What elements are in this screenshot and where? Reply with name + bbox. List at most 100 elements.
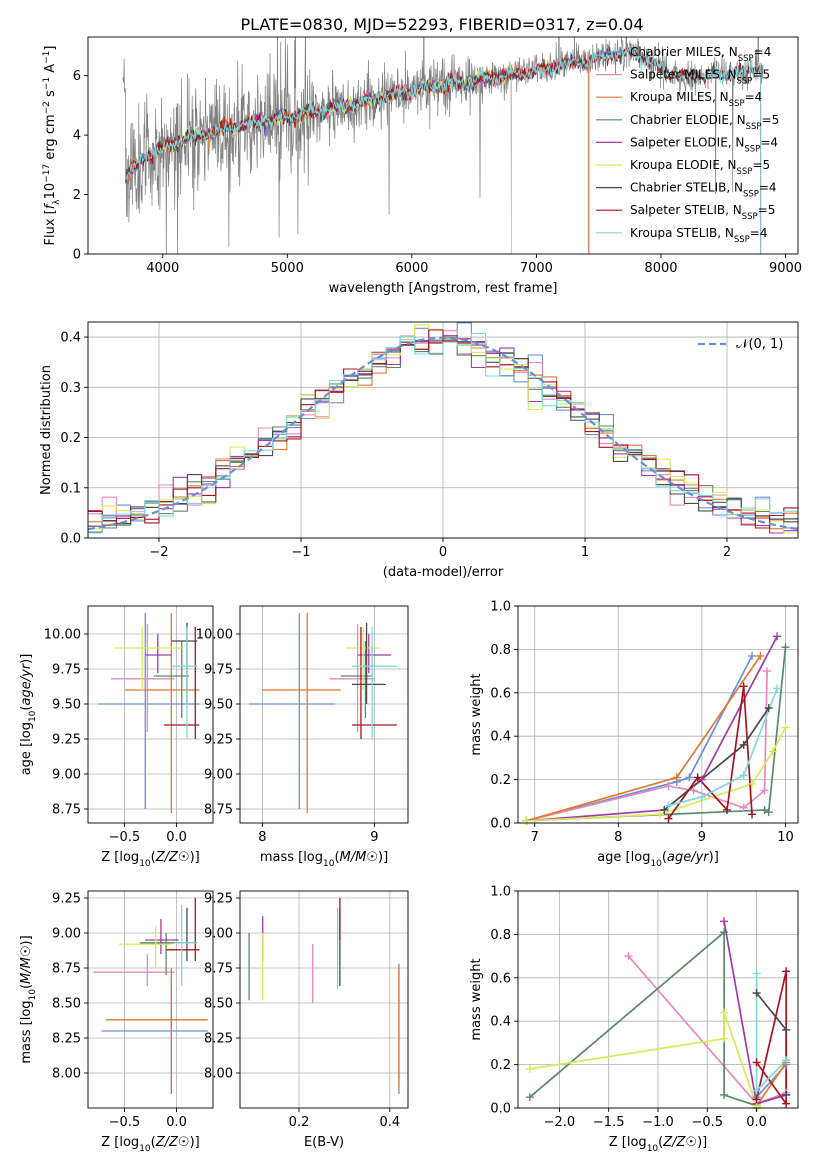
massweight_vs_z-ytick-label: 0.2: [490, 1058, 511, 1073]
massweight_vs_age-border: [517, 605, 799, 824]
age_vs_z-frame: −0.5 0.0 8.75 9.00 9.25 9.50 9.75 10.00: [44, 605, 214, 845]
age_vs_mass-plot-area: [240, 606, 408, 823]
mass_vs_z-ytick-label: 9.25: [52, 892, 81, 907]
massweight_vs_z-marker-salpeter_stelib: [782, 967, 791, 976]
age_vs_z-ytick-label: 9.00: [52, 768, 81, 783]
age_vs_z-axes: [88, 606, 213, 823]
massweight_vs_z-marker-kroupa_elodie: [720, 1034, 729, 1043]
age_vs_z-ytick-label: 9.50: [52, 698, 81, 713]
spectrum-legend: Chabrier MILES, NSSP=4 Salpeter MILES, NS…: [596, 45, 779, 245]
massweight_vs_z-ytick-label: 1.0: [490, 885, 511, 900]
massweight_vs_age-marker-chabrier_elodie: [760, 805, 769, 814]
massweight_vs_z-marker-chabrier_elodie: [720, 1090, 729, 1099]
mass_vs_z-marks: [93, 898, 208, 1094]
massweight_vs_z-ytick-label: 0.4: [490, 1015, 511, 1030]
residuals-marks: [88, 322, 798, 534]
massweight_vs_z-marker-salpeter_stelib: [752, 1095, 761, 1104]
massweight_vs_age-marker-salpeter_stelib: [739, 682, 748, 691]
massweight_vs_age-xtick-label: 8: [614, 830, 622, 845]
spectrum-legend-label-salpeter_elodie: Salpeter ELODIE, NSSP=4: [630, 135, 778, 154]
mass_vs_z-ylabel: mass [log10(M/M☉)]: [19, 935, 38, 1063]
residuals-hist-kroupa_stelib: [88, 332, 798, 534]
massweight_vs_z-xtick-label: −1.5: [593, 1115, 625, 1130]
age_vs_mass-point-salpeter_stelib: [352, 627, 397, 739]
massweight_vs_z-marker-salpeter_elodie: [720, 917, 729, 926]
residuals-ylabel: Normed distribution: [39, 365, 54, 495]
spectrum-xtick-label: 9000: [769, 261, 802, 276]
massweight_vs_age-ytick-label: 0.4: [490, 730, 511, 745]
age_vs_mass-frame: 8 9 8.75 9.00 9.25 9.50 9.75 10.00: [196, 605, 409, 845]
age_vs_mass-xlabel: mass [log10(M/M☉)]: [260, 850, 388, 869]
age_vs_mass-ytick-label: 9.75: [204, 663, 233, 678]
spectrum-legend-label-chabrier_elodie: Chabrier ELODIE, NSSP=5: [630, 113, 779, 132]
age_vs_z-point-kroupa_stelib: [171, 627, 198, 739]
mass_vs_ebv-xlabel: E(B-V): [304, 1135, 344, 1150]
age_vs_z-xtick-label: −0.5: [109, 830, 141, 845]
massweight_vs_age-marker-salpeter_elodie: [697, 775, 706, 784]
mass_vs_z-point-salpeter_stelib: [166, 898, 200, 961]
residuals-xtick-label: −2: [149, 545, 168, 560]
residuals-frame: −2 −1 0 1 2 0.0 0.1 0.2 0.3 0.4: [60, 321, 799, 560]
massweight_vs_age-marker-salpeter_stelib: [664, 814, 673, 823]
mass_vs_ebv-xtick-label: 0.2: [289, 1115, 310, 1130]
residuals-ytick-label: 0.0: [60, 532, 81, 547]
massweight_vs_age-ytick-label: 0.6: [490, 686, 511, 701]
spectrum-border: [87, 36, 799, 255]
massweight_vs_age-ylabel: mass weight: [469, 673, 484, 755]
age_vs_mass-point-chabrier_stelib: [352, 622, 386, 704]
mass_vs_ebv-border: [239, 890, 409, 1109]
massweight_vs_z-marker-salpeter_stelib: [782, 1099, 791, 1108]
spectrum-ylabel: Flux [fλ10−17 erg cm−2 s−1 A−1]: [42, 46, 62, 246]
panels: 4000 5000 6000 7000 8000 9000 0 2 4 6 wavelength […: [19, 36, 802, 1154]
massweight_vs_z-xtick-label: −1.0: [642, 1115, 674, 1130]
massweight_vs_z-marker-chabrier_stelib: [752, 988, 761, 997]
massweight_vs_z-marker-kroupa_stelib: [752, 969, 761, 978]
spectrum-marks: [122, 37, 764, 254]
figure-title: PLATE=0830, MJD=52293, FIBERID=0317, z=0…: [240, 15, 643, 34]
massweight_vs_age-ytick-label: 1.0: [490, 600, 511, 615]
spectrum-legend-label-salpeter_miles: Salpeter MILES, NSSP=5: [630, 68, 770, 87]
mass_vs_z-point-kroupa_stelib: [174, 905, 198, 987]
massweight_vs_age-marker-kroupa_elodie: [522, 816, 531, 825]
age_vs_z-ytick-label: 8.75: [52, 803, 81, 818]
age_vs_mass-xtick-label: 9: [370, 830, 378, 845]
massweight_vs_age-marker-salpeter_miles: [760, 786, 769, 795]
age_vs_mass-point-kroupa_elodie: [346, 627, 380, 690]
massweight_vs_age-xtick-label: 7: [531, 830, 539, 845]
mass_vs_ebv-ytick-label: 8.50: [204, 997, 233, 1012]
massweight_vs_age-marker-chabrier_stelib: [739, 740, 748, 749]
age_vs_mass-ytick-label: 9.25: [204, 733, 233, 748]
massweight_vs_z-xtick-label: −2.0: [544, 1115, 576, 1130]
massweight_vs_z-ylabel: mass weight: [469, 958, 484, 1040]
age_vs_z-ylabel: age [log10(age/yr)]: [19, 654, 38, 776]
mass_vs_z-xlabel: Z [log10(Z/Z☉)]: [101, 1135, 199, 1154]
residuals-hist-salpeter_stelib: [88, 329, 798, 529]
massweight_vs_age-marker-salpeter_miles: [689, 786, 698, 795]
spectrum-legend-label-kroupa_miles: Kroupa MILES, NSSP=4: [630, 90, 762, 109]
mass_vs_z-border: [87, 890, 214, 1109]
mass_vs_z-xtick-label: −0.5: [109, 1115, 141, 1130]
massweight_vs_age-marker-kroupa_stelib: [664, 801, 673, 810]
massweight_vs_age-marker-chabrier_elodie: [764, 808, 773, 817]
age_vs_z-point-chabrier_miles: [98, 613, 200, 809]
massweight_vs_age-xtick-label: 9: [698, 830, 706, 845]
massweight_vs_age-marker-salpeter_miles: [664, 782, 673, 791]
massweight_vs_z-ytick-label: 0.0: [490, 1102, 511, 1117]
massweight_vs_age-marker-kroupa_miles: [672, 773, 681, 782]
spectrum-legend-label-salpeter_stelib: Salpeter STELIB, NSSP=5: [630, 203, 775, 222]
massweight_vs_age-marker-chabrier_stelib: [660, 805, 669, 814]
age_vs_mass-ytick-label: 9.50: [204, 698, 233, 713]
spectrum-xtick-label: 6000: [395, 261, 428, 276]
mass_vs_ebv-ytick-label: 9.25: [204, 892, 233, 907]
massweight_vs_z-marker-salpeter_miles: [624, 952, 633, 961]
mass_vs_z-point-kroupa_elodie: [119, 926, 172, 968]
massweight_vs_age-marker-salpeter_miles: [763, 667, 772, 676]
massweight_vs_age-marker-chabrier_stelib: [764, 703, 773, 712]
age_vs_z-ytick-label: 9.25: [52, 733, 81, 748]
massweight_vs_age-marker-kroupa_stelib: [697, 792, 706, 801]
spectrum-xtick-label: 8000: [644, 261, 677, 276]
massweight_vs_age-xtick-label: 10: [777, 830, 794, 845]
age_vs_z-point-chabrier_elodie: [153, 641, 190, 718]
massweight_vs_z-marker-kroupa_elodie: [720, 1008, 729, 1017]
